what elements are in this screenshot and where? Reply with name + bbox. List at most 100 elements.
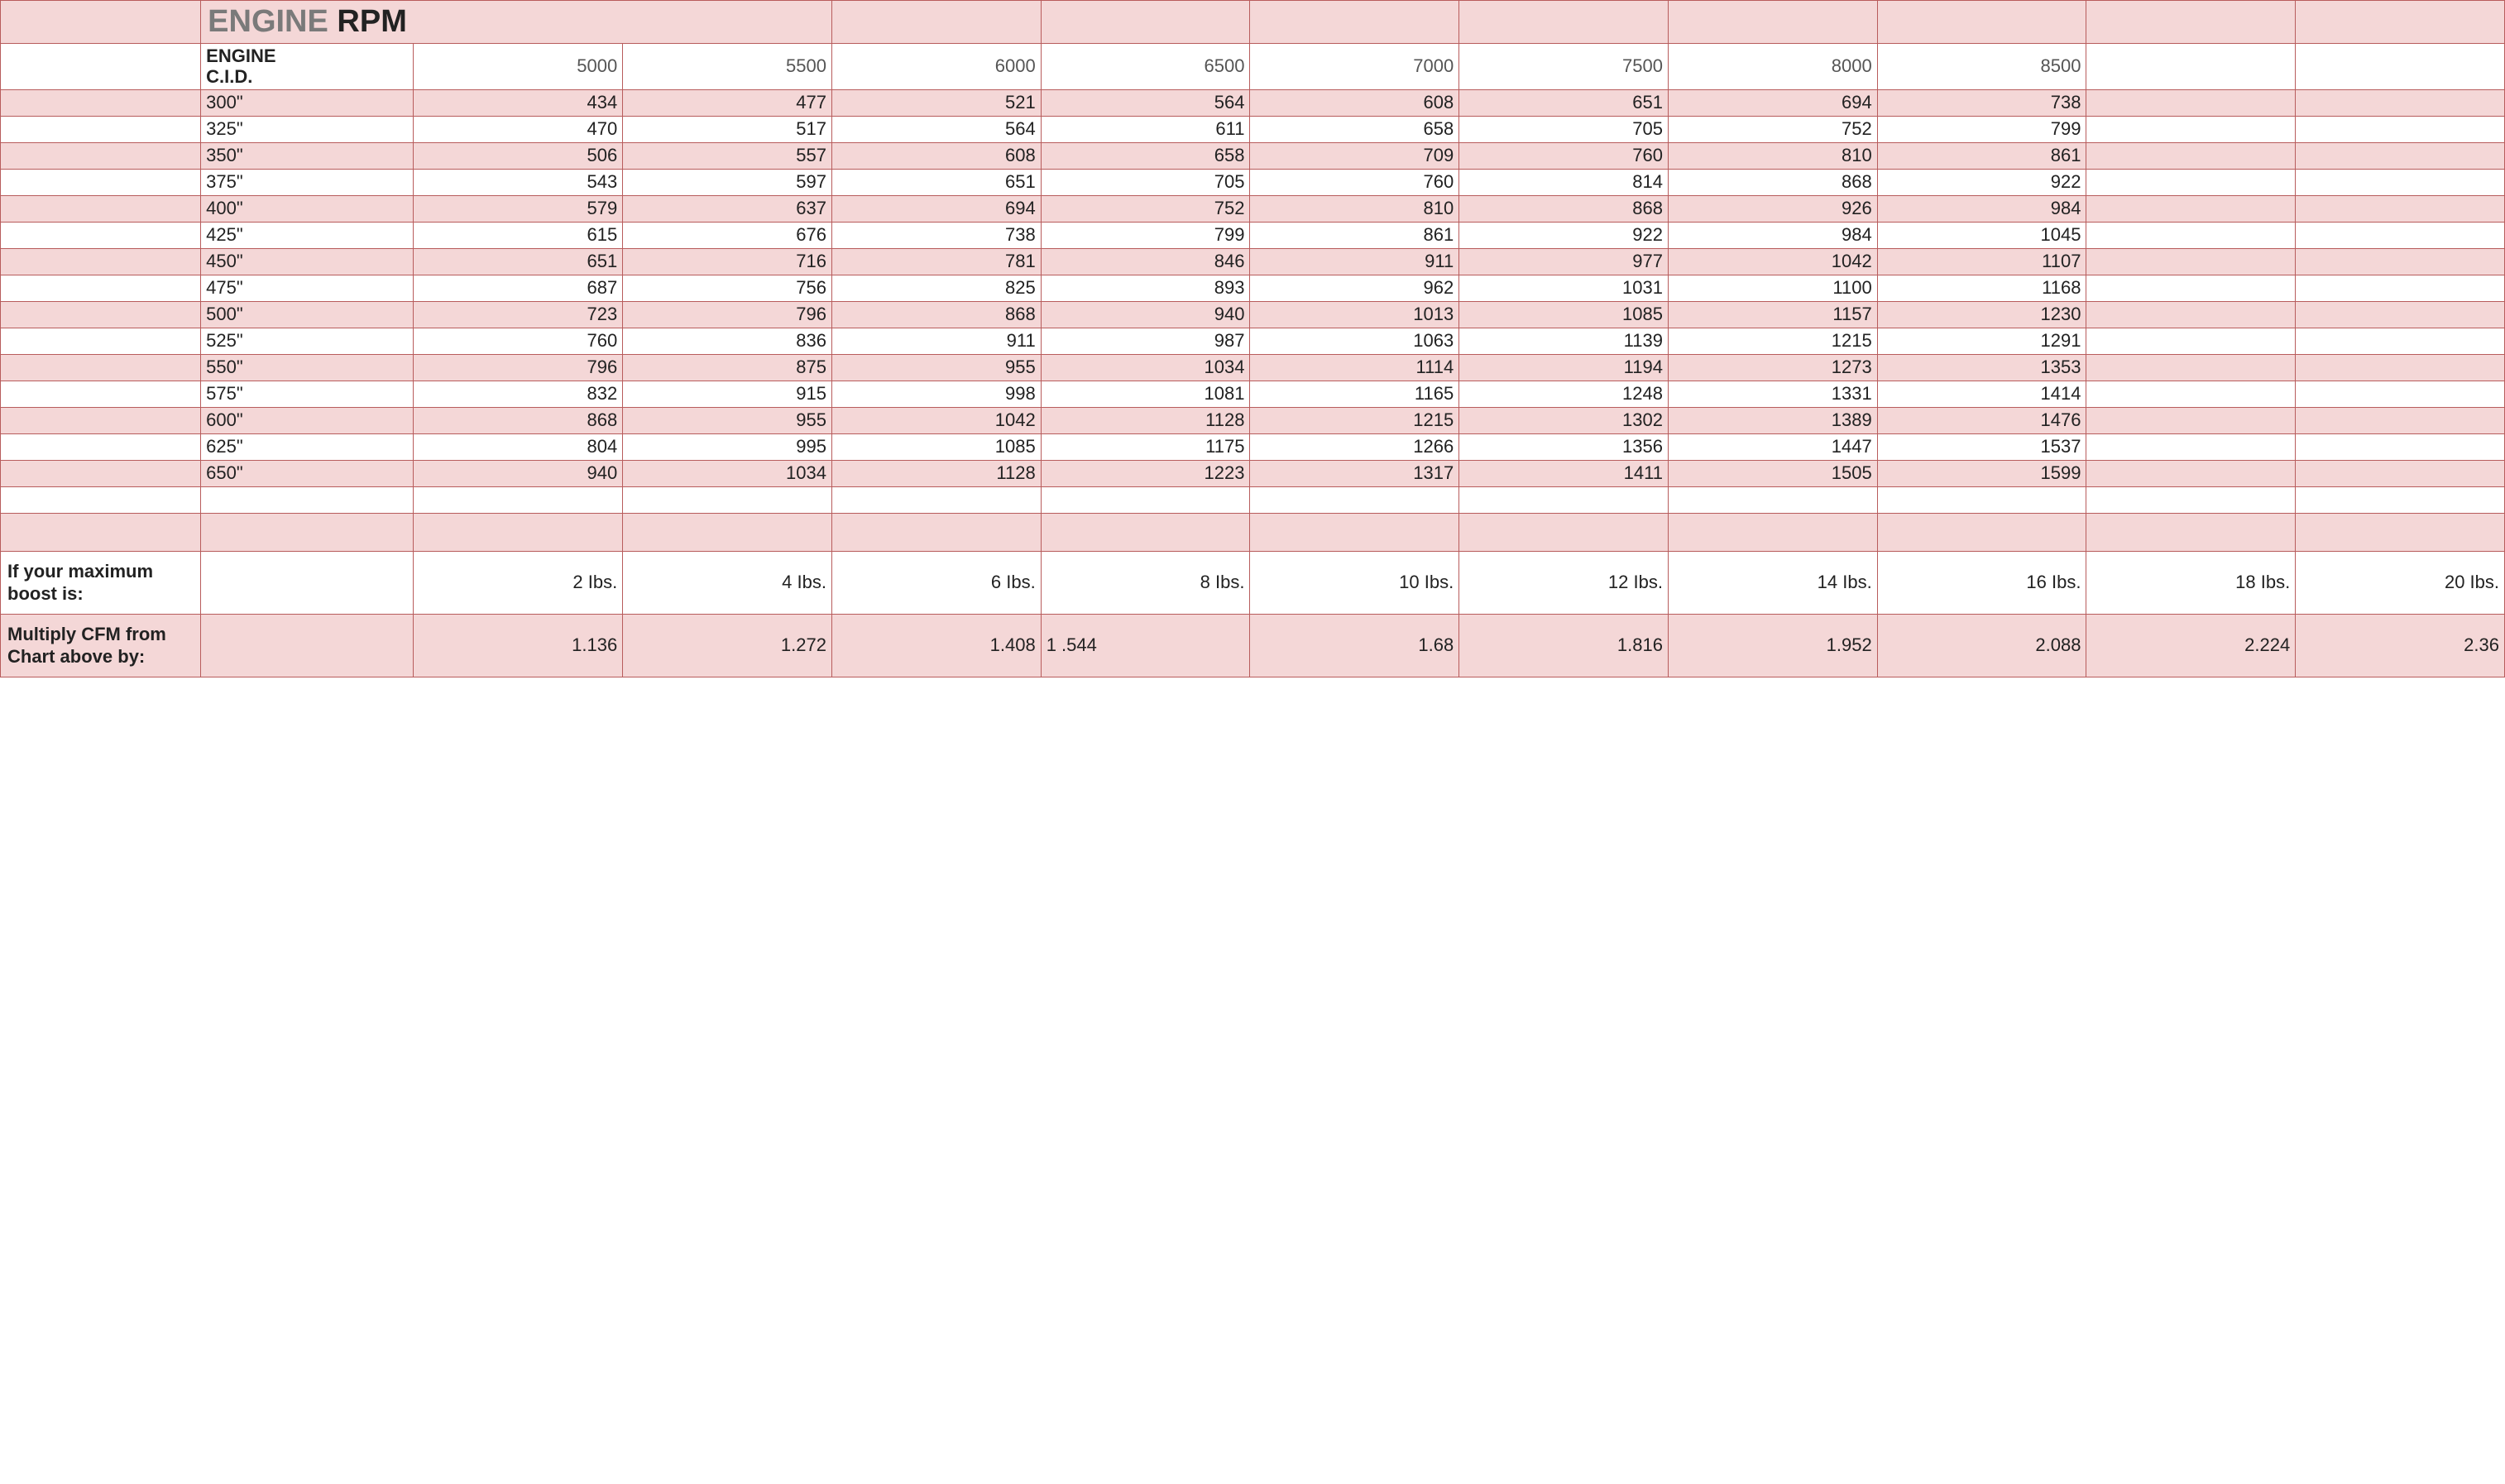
multiplier-label: Multiply CFM from Chart above by:: [1, 614, 201, 677]
cfm-cell: 760: [414, 328, 623, 354]
cfm-cell: 893: [1041, 275, 1250, 301]
blank: [1459, 513, 1669, 551]
cfm-cell: 1085: [831, 433, 1041, 460]
cfm-cell: 810: [1668, 142, 1877, 169]
blank: [2086, 513, 2296, 551]
blank: [2086, 89, 2296, 116]
blank: [2086, 116, 2296, 142]
blank: [1668, 513, 1877, 551]
table-row: 500"7237968689401013108511571230: [1, 301, 2505, 328]
blank: [1877, 486, 2086, 513]
cfm-cell: 940: [414, 460, 623, 486]
cfm-cell: 1223: [1041, 460, 1250, 486]
blank: [1, 460, 201, 486]
cfm-cell: 1042: [1668, 248, 1877, 275]
rpm-col-1: 5500: [623, 44, 832, 90]
cfm-cell: 1302: [1459, 407, 1669, 433]
cfm-cell: 694: [831, 195, 1041, 222]
blank: [1668, 1, 1877, 44]
boost-val-9: 20 Ibs.: [2296, 551, 2505, 614]
cfm-cell: 915: [623, 381, 832, 407]
cfm-cell: 738: [1877, 89, 2086, 116]
mult-val-0: 1.136: [414, 614, 623, 677]
cid-label: 325": [201, 116, 414, 142]
cfm-cell: 911: [1250, 248, 1459, 275]
cid-label: 350": [201, 142, 414, 169]
mult-val-8: 2.224: [2086, 614, 2296, 677]
mult-val-6: 1.952: [1668, 614, 1877, 677]
blank: [2296, 460, 2505, 486]
cfm-cell: 760: [1459, 142, 1669, 169]
engine-cid-header: ENGINEC.I.D.: [201, 44, 414, 90]
cfm-cell: 1317: [1250, 460, 1459, 486]
blank: [831, 1, 1041, 44]
cfm-cell: 1537: [1877, 433, 2086, 460]
cid-label: 300": [201, 89, 414, 116]
blank: [1, 195, 201, 222]
cfm-cell: 875: [623, 354, 832, 381]
blank: [2296, 433, 2505, 460]
blank: [1250, 1, 1459, 44]
blank: [1, 381, 201, 407]
blank: [2086, 142, 2296, 169]
cfm-cell: 611: [1041, 116, 1250, 142]
cfm-cell: 517: [623, 116, 832, 142]
cfm-cell: 760: [1250, 169, 1459, 195]
mult-val-3: 1 .544: [1041, 614, 1250, 677]
blank: [1041, 486, 1250, 513]
blank: [1250, 513, 1459, 551]
cfm-cell: 1266: [1250, 433, 1459, 460]
cfm-cell: 705: [1041, 169, 1250, 195]
mult-val-1: 1.272: [623, 614, 832, 677]
cfm-cell: 1175: [1041, 433, 1250, 460]
cfm-cell: 1128: [831, 460, 1041, 486]
cfm-cell: 1599: [1877, 460, 2086, 486]
cfm-cell: 1414: [1877, 381, 2086, 407]
blank: [1250, 486, 1459, 513]
cfm-cell: 868: [831, 301, 1041, 328]
blank: [1877, 513, 2086, 551]
blank: [2296, 142, 2505, 169]
cfm-cell: 1230: [1877, 301, 2086, 328]
cfm-cell: 756: [623, 275, 832, 301]
table-row: 425"6156767387998619229841045: [1, 222, 2505, 248]
cfm-cell: 738: [831, 222, 1041, 248]
blank: [2296, 169, 2505, 195]
blank: [1, 142, 201, 169]
boost-label: If your maximum boost is:: [1, 551, 201, 614]
cfm-cell: 987: [1041, 328, 1250, 354]
boost-val-2: 6 Ibs.: [831, 551, 1041, 614]
blank: [1, 248, 201, 275]
blank: [2086, 222, 2296, 248]
cfm-cell: 1411: [1459, 460, 1669, 486]
blank: [2086, 381, 2296, 407]
cfm-cell: 608: [831, 142, 1041, 169]
rpm-col-5: 7500: [1459, 44, 1669, 90]
cfm-cell: 477: [623, 89, 832, 116]
cid-label: 475": [201, 275, 414, 301]
rpm-col-7: 8500: [1877, 44, 2086, 90]
blank: [2296, 1, 2505, 44]
blank: [1, 44, 201, 90]
blank: [2296, 195, 2505, 222]
cfm-cell: 506: [414, 142, 623, 169]
cid-label: 575": [201, 381, 414, 407]
cfm-cell: 796: [623, 301, 832, 328]
blank: [2086, 433, 2296, 460]
blank: [2086, 301, 2296, 328]
cfm-cell: 868: [414, 407, 623, 433]
cid-label: 375": [201, 169, 414, 195]
cfm-cell: 1215: [1668, 328, 1877, 354]
blank: [2296, 301, 2505, 328]
table-row: 525"7608369119871063113912151291: [1, 328, 2505, 354]
rpm-col-6: 8000: [1668, 44, 1877, 90]
cid-label: 425": [201, 222, 414, 248]
cfm-cell: 1356: [1459, 433, 1669, 460]
blank: [1041, 1, 1250, 44]
cfm-cell: 962: [1250, 275, 1459, 301]
cfm-cell: 709: [1250, 142, 1459, 169]
cid-label: 600": [201, 407, 414, 433]
cfm-cell: 1447: [1668, 433, 1877, 460]
cfm-cell: 1165: [1250, 381, 1459, 407]
blank: [2296, 407, 2505, 433]
